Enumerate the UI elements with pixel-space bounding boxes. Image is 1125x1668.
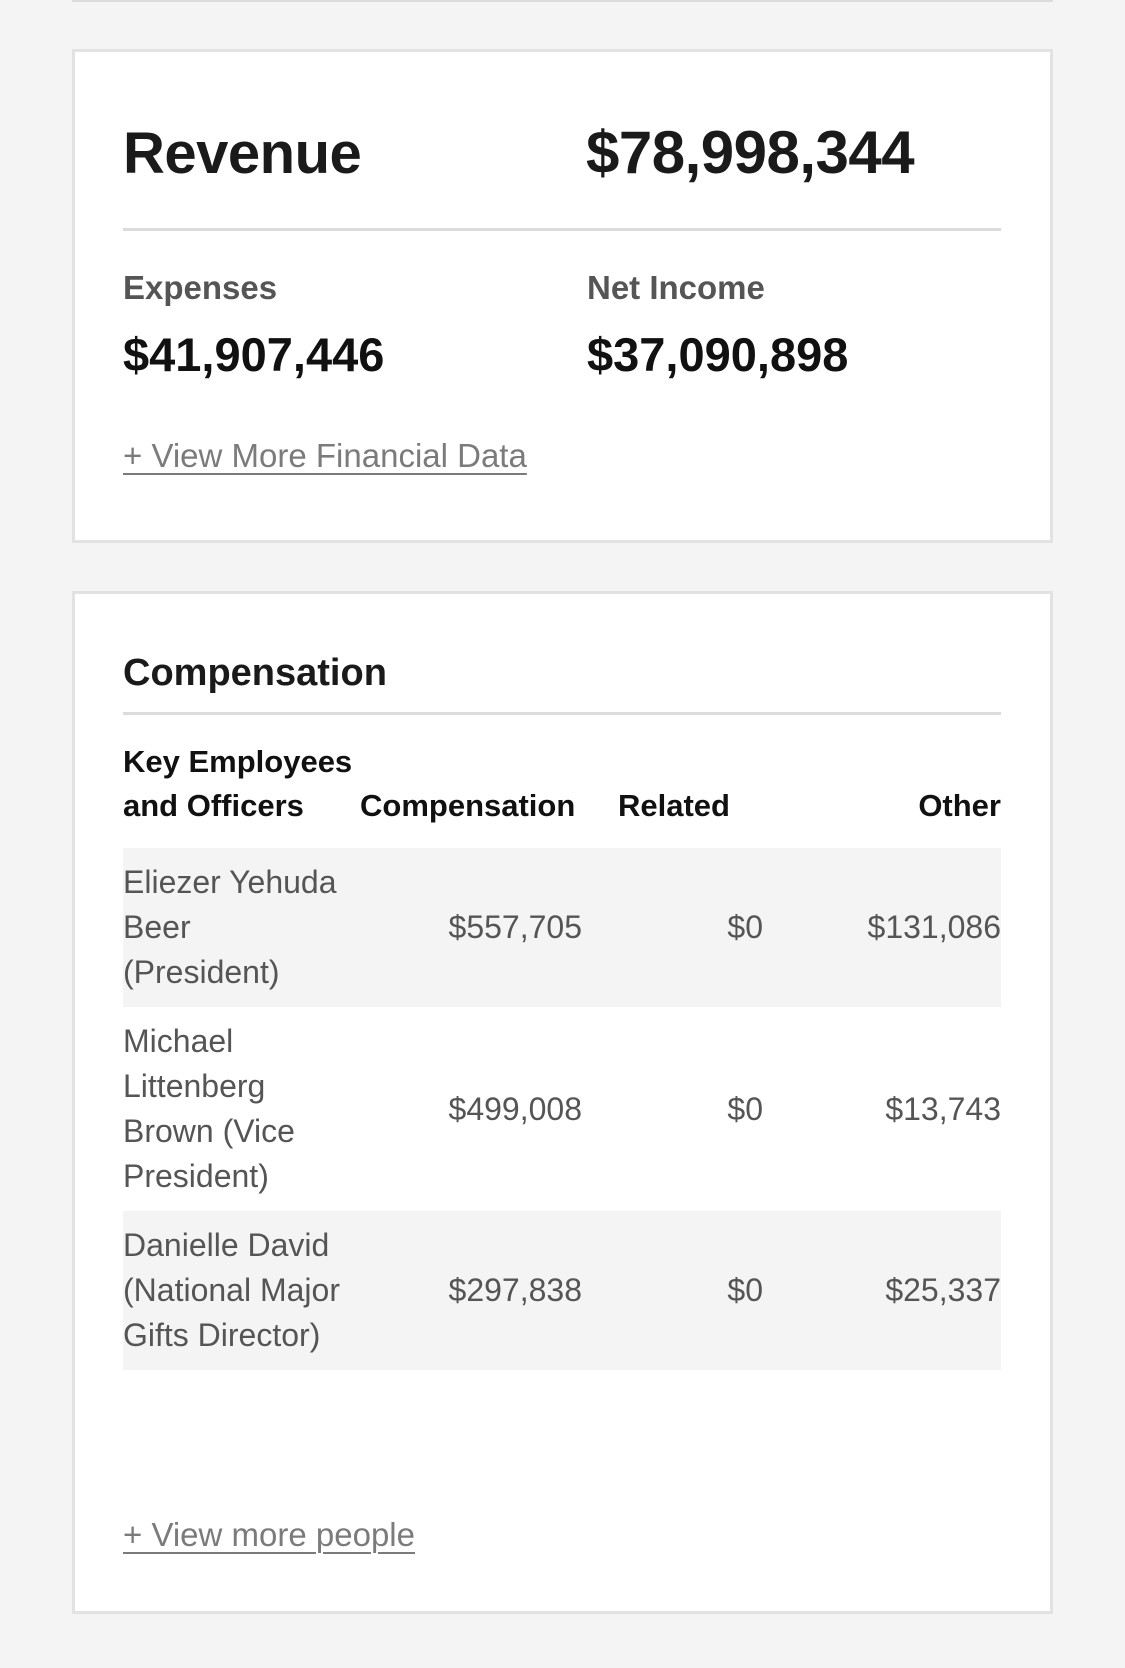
compensation-divider bbox=[123, 712, 1001, 715]
compensation-table: Key Employees and Officers Compensation … bbox=[123, 740, 1001, 1370]
financial-divider bbox=[123, 228, 1001, 231]
view-more-people-link[interactable]: + View more people bbox=[123, 1516, 415, 1553]
compensation-value: $297,838 bbox=[358, 1211, 608, 1370]
net-income-value: $37,090,898 bbox=[587, 328, 849, 381]
related-value: $0 bbox=[727, 1090, 763, 1127]
column-header-related: Related bbox=[618, 788, 730, 823]
net-income-label: Net Income bbox=[587, 269, 765, 306]
table-row: Eliezer Yehuda Beer (President) $557,705… bbox=[123, 848, 1001, 1007]
view-more-financial-data-link[interactable]: + View More Financial Data bbox=[123, 437, 527, 474]
column-header-other: Other bbox=[918, 788, 1001, 823]
expenses-label: Expenses bbox=[123, 269, 278, 306]
other-value: $25,337 bbox=[763, 1211, 1001, 1370]
financial-card: Revenue $78,998,344 Expenses $41,907,446… bbox=[72, 49, 1053, 543]
related-value: $0 bbox=[608, 1211, 763, 1370]
compensation-value: $499,008 bbox=[448, 1090, 582, 1127]
compensation-title: Compensation bbox=[123, 652, 387, 694]
revenue-label: Revenue bbox=[123, 121, 362, 186]
employee-name: Michael Littenberg Brown (Vice President… bbox=[123, 1023, 295, 1194]
table-header-row: Key Employees and Officers Compensation … bbox=[123, 740, 1001, 848]
related-value: $0 bbox=[608, 848, 763, 1007]
compensation-value: $557,705 bbox=[358, 848, 608, 1007]
revenue-value: $78,998,344 bbox=[586, 119, 915, 186]
expenses-value: $41,907,446 bbox=[123, 328, 385, 381]
column-header-people: Key Employees and Officers bbox=[123, 744, 353, 823]
other-value: $13,743 bbox=[885, 1090, 1001, 1127]
table-row: Michael Littenberg Brown (Vice President… bbox=[123, 1007, 1001, 1211]
compensation-card: Compensation Key Employees and Officers … bbox=[72, 591, 1053, 1614]
top-divider bbox=[72, 0, 1053, 2]
other-value: $131,086 bbox=[763, 848, 1001, 1007]
employee-name: Eliezer Yehuda Beer (President) bbox=[123, 848, 358, 1007]
employee-name: Danielle David (National Major Gifts Dir… bbox=[123, 1211, 358, 1370]
column-header-compensation: Compensation bbox=[360, 788, 576, 823]
table-row: Danielle David (National Major Gifts Dir… bbox=[123, 1211, 1001, 1370]
